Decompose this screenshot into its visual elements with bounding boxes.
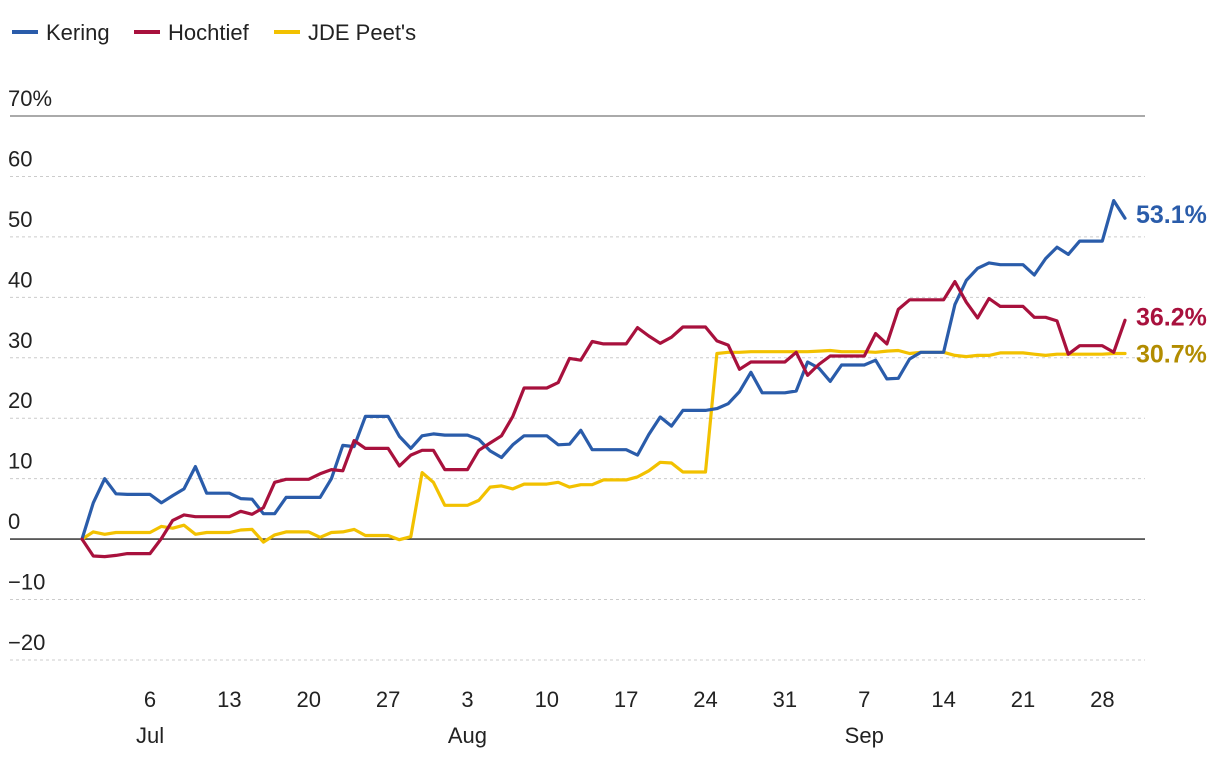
series-line-kering	[80, 199, 1127, 541]
end-labels: 53.1% 36.2% 30.7%	[1136, 201, 1207, 368]
series-line-hochtief	[80, 280, 1127, 559]
x-tick-label: 6	[144, 687, 156, 712]
y-tick-label: 50	[8, 207, 32, 232]
y-tick-label: 70%	[8, 86, 52, 111]
gridlines	[10, 115, 1145, 661]
x-tick-label: 28	[1090, 687, 1114, 712]
x-axis-ticks: 6 Jul 13 20 27 3 Aug 10 17 24 31 7 Sep 14 21 28	[136, 687, 1115, 748]
legend: Kering Hochtief JDE Peet's	[12, 20, 416, 45]
y-tick-label: −10	[8, 570, 45, 595]
x-tick-label: 21	[1011, 687, 1035, 712]
x-tick-label: 10	[535, 687, 559, 712]
series-lines	[80, 199, 1127, 559]
x-tick-label: 3	[461, 687, 473, 712]
legend-label-hochtief: Hochtief	[168, 20, 250, 45]
x-month-label: Jul	[136, 723, 164, 748]
x-tick-label: 24	[693, 687, 717, 712]
y-tick-label: 40	[8, 267, 32, 292]
y-tick-label: 10	[8, 449, 32, 474]
legend-label-kering: Kering	[46, 20, 110, 45]
x-month-label: Aug	[448, 723, 487, 748]
x-tick-label: 31	[773, 687, 797, 712]
y-axis-ticks: −20 −10 0 10 20 30 40 50 60 70%	[8, 86, 52, 655]
y-tick-label: 20	[8, 388, 32, 413]
y-tick-label: 30	[8, 328, 32, 353]
x-tick-label: 20	[296, 687, 320, 712]
end-label-jde-peet-s: 30.7%	[1136, 341, 1207, 369]
end-label-hochtief: 36.2%	[1136, 303, 1207, 331]
x-tick-label: 7	[858, 687, 870, 712]
y-tick-label: 0	[8, 509, 20, 534]
x-tick-label: 17	[614, 687, 638, 712]
series-line-jde-peet-s	[80, 348, 1127, 544]
x-tick-label: 14	[931, 687, 955, 712]
x-tick-label: 27	[376, 687, 400, 712]
y-tick-label: −20	[8, 630, 45, 655]
end-label-kering: 53.1%	[1136, 201, 1207, 229]
x-tick-label: 13	[217, 687, 241, 712]
x-month-label: Sep	[845, 723, 884, 748]
y-tick-label: 60	[8, 146, 32, 171]
legend-label-jde-peets: JDE Peet's	[308, 20, 416, 45]
